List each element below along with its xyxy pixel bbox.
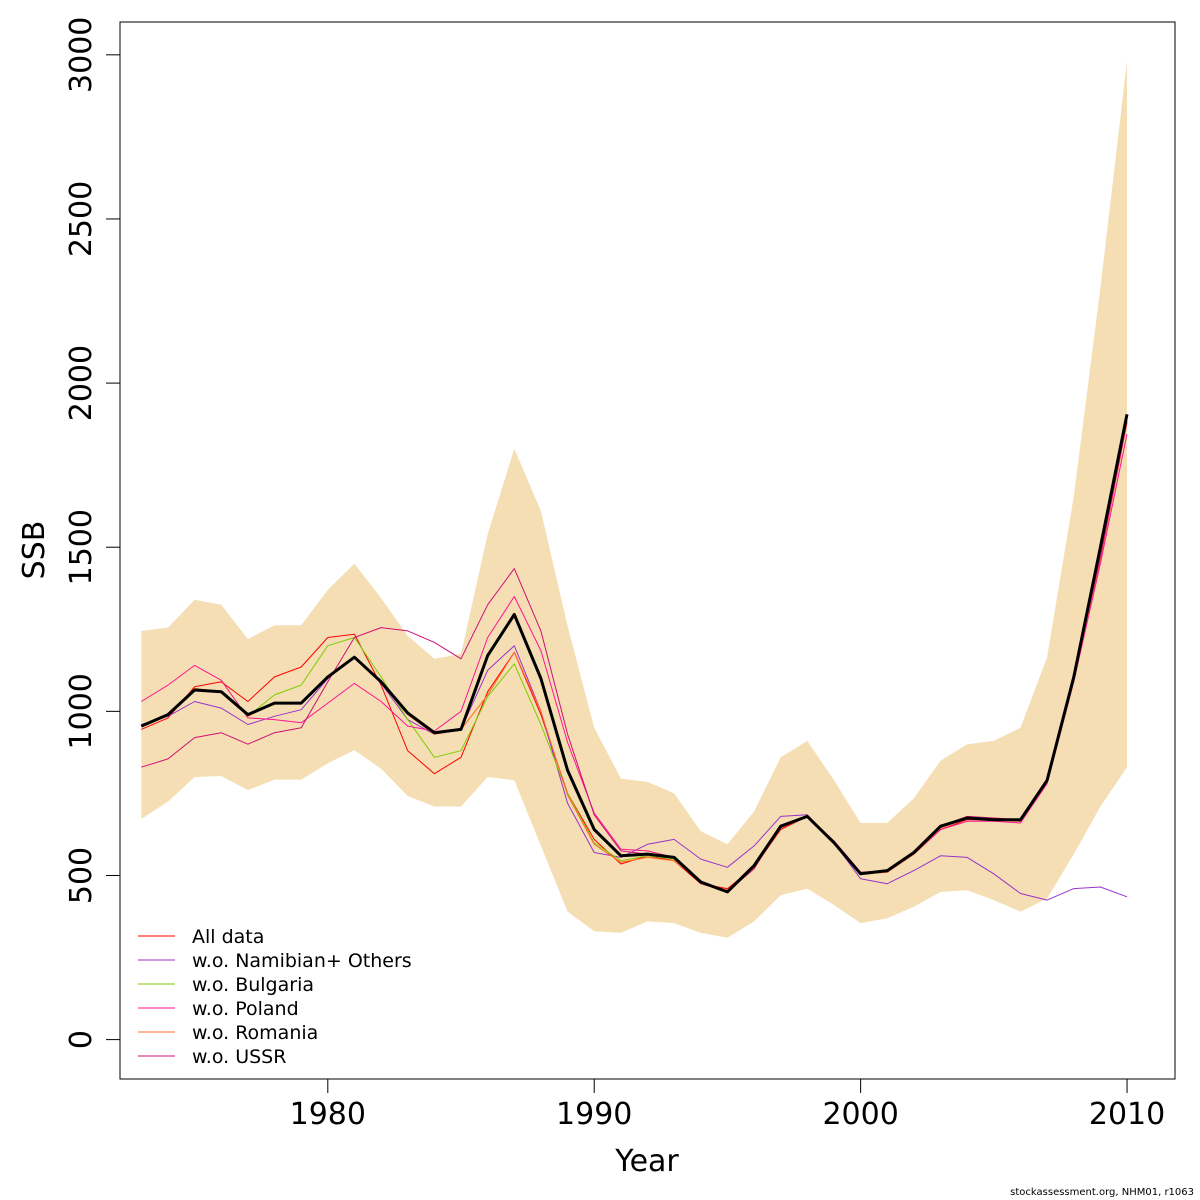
y-tick-label: 2500 xyxy=(64,181,99,257)
legend-label: All data xyxy=(192,926,264,948)
x-axis: 1980 1990 2000 2010 xyxy=(290,1078,1165,1132)
series-line-w-o-namibian-others xyxy=(141,645,1128,901)
legend-label: w.o. Bulgaria xyxy=(192,974,314,996)
legend-label: w.o. Namibian+ Others xyxy=(192,950,412,972)
footer-credit: stockassessment.org, NHM01, r1063 xyxy=(1010,1187,1194,1198)
x-axis-title: Year xyxy=(614,1144,679,1179)
legend-item: w.o. Bulgaria xyxy=(138,974,314,996)
legend-label: w.o. Romania xyxy=(192,1022,318,1044)
legend-item: All data xyxy=(138,926,264,948)
y-tick-label: 0 xyxy=(64,1030,99,1049)
y-tick-label: 3000 xyxy=(64,17,99,93)
y-tick-label: 2000 xyxy=(64,345,99,421)
y-tick-label: 1000 xyxy=(64,673,99,749)
confidence-band xyxy=(141,61,1128,938)
legend-item: w.o. Romania xyxy=(138,1022,318,1044)
y-axis: 0 500 1000 1500 2000 2500 3000 xyxy=(64,17,121,1049)
x-tick-label: 2000 xyxy=(822,1097,898,1132)
y-tick-label: 1500 xyxy=(64,509,99,585)
series-line-estimate xyxy=(140,414,1129,894)
legend-label: w.o. Poland xyxy=(192,998,299,1020)
x-tick-label: 1990 xyxy=(556,1097,632,1132)
y-tick-label: 500 xyxy=(64,847,99,904)
legend-label: w.o. USSR xyxy=(192,1046,286,1068)
x-tick-label: 1980 xyxy=(290,1097,366,1132)
legend-item: w.o. USSR xyxy=(138,1046,286,1068)
series-lines xyxy=(140,414,1129,901)
legend-item: w.o. Poland xyxy=(138,998,299,1020)
x-tick-label: 2010 xyxy=(1089,1097,1165,1132)
y-axis-title: SSB xyxy=(17,521,52,580)
legend-item: w.o. Namibian+ Others xyxy=(138,950,412,972)
ci-band-area xyxy=(141,61,1128,938)
